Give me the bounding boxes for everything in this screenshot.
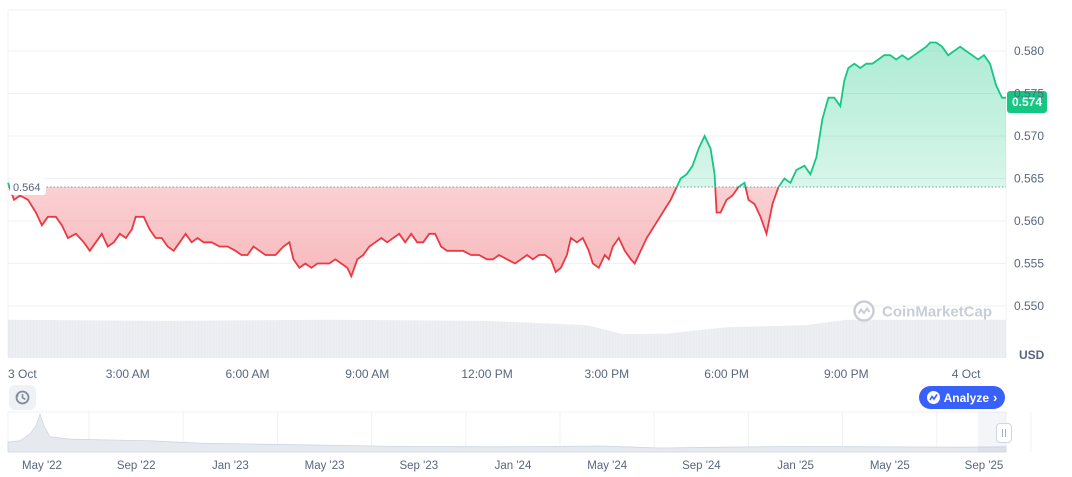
x-axis: 3 Oct 3:00 AM 6:00 AM 9:00 AM 12:00 PM 3:00 P… [8,367,981,381]
y-tick-label: 0.580 [1014,44,1044,58]
range-navigator[interactable]: May '22 Sep '22 Jan '23 May '23 Sep '23 Jan '… [7,411,1032,472]
x-tick-label: 12:00 PM [461,367,512,381]
x-tick-label: 6:00 AM [226,367,270,381]
y-tick-label: 0.555 [1014,257,1044,271]
x-tick-label: 3:00 PM [584,367,629,381]
open-price-label: 0.564 [10,178,46,195]
area-above-open [8,42,1006,187]
navigator-tick-label: Sep '22 [117,460,156,472]
x-tick-label: 3:00 AM [106,367,150,381]
history-button[interactable] [9,385,36,410]
navigator-tick-label: Sep '25 [965,460,1004,472]
navigator-tick-label: May '22 [22,460,62,472]
history-icon [15,390,30,405]
analyze-label: Analyze [943,390,989,405]
x-tick-label: 9:00 AM [345,367,389,381]
analyze-icon [926,391,940,404]
price-line-down [8,187,780,279]
price-line-up [7,41,1006,187]
y-axis: 0.580 0.575 0.570 0.565 0.560 0.555 0.550 [1014,44,1044,313]
navigator-tick-label: Sep '23 [399,460,438,472]
navigator-tick-label: Jan '25 [777,460,814,472]
navigator-tick-label: Sep '24 [682,460,721,472]
y-tick-label: 0.570 [1014,129,1044,143]
y-tick-label: 0.550 [1014,299,1044,313]
x-tick-label: 3 Oct [8,367,37,381]
chevron-right-icon: › [993,390,998,405]
area-below-open [8,187,1006,277]
currency-label: USD [1019,348,1045,362]
y-tick-label: 0.560 [1014,214,1044,228]
x-tick-label: 9:00 PM [824,367,869,381]
y-tick-label: 0.575 [1014,87,1044,101]
watermark-text: CoinMarketCap [882,304,992,321]
range-handle[interactable] [996,423,1012,443]
grid [7,9,1007,358]
navigator-tick-label: Jan '23 [212,460,249,472]
navigator-tick-label: May '25 [870,460,910,472]
navigator-tick-label: May '23 [305,460,345,472]
navigator-history-area [7,412,1007,453]
current-price-text: 0.574 [1012,95,1042,109]
current-price-badge: 0.574 [1007,91,1047,113]
y-tick-label: 0.565 [1014,172,1044,186]
range-handle-grip-line [1005,429,1006,437]
analyze-button[interactable]: Analyze › [919,386,1005,409]
range-handle-grip-icon [1002,429,1003,437]
x-tick-label: 6:00 PM [704,367,749,381]
navigator-tick-label: Jan '24 [495,460,532,472]
navigator-tick-label: May '24 [587,460,628,472]
coinmarketcap-watermark: CoinMarketCap [853,300,992,322]
volume-area [8,319,1006,358]
x-tick-label: 4 Oct [952,367,981,381]
volume-bars [8,307,1006,358]
open-price-text: 0.564 [13,182,41,194]
